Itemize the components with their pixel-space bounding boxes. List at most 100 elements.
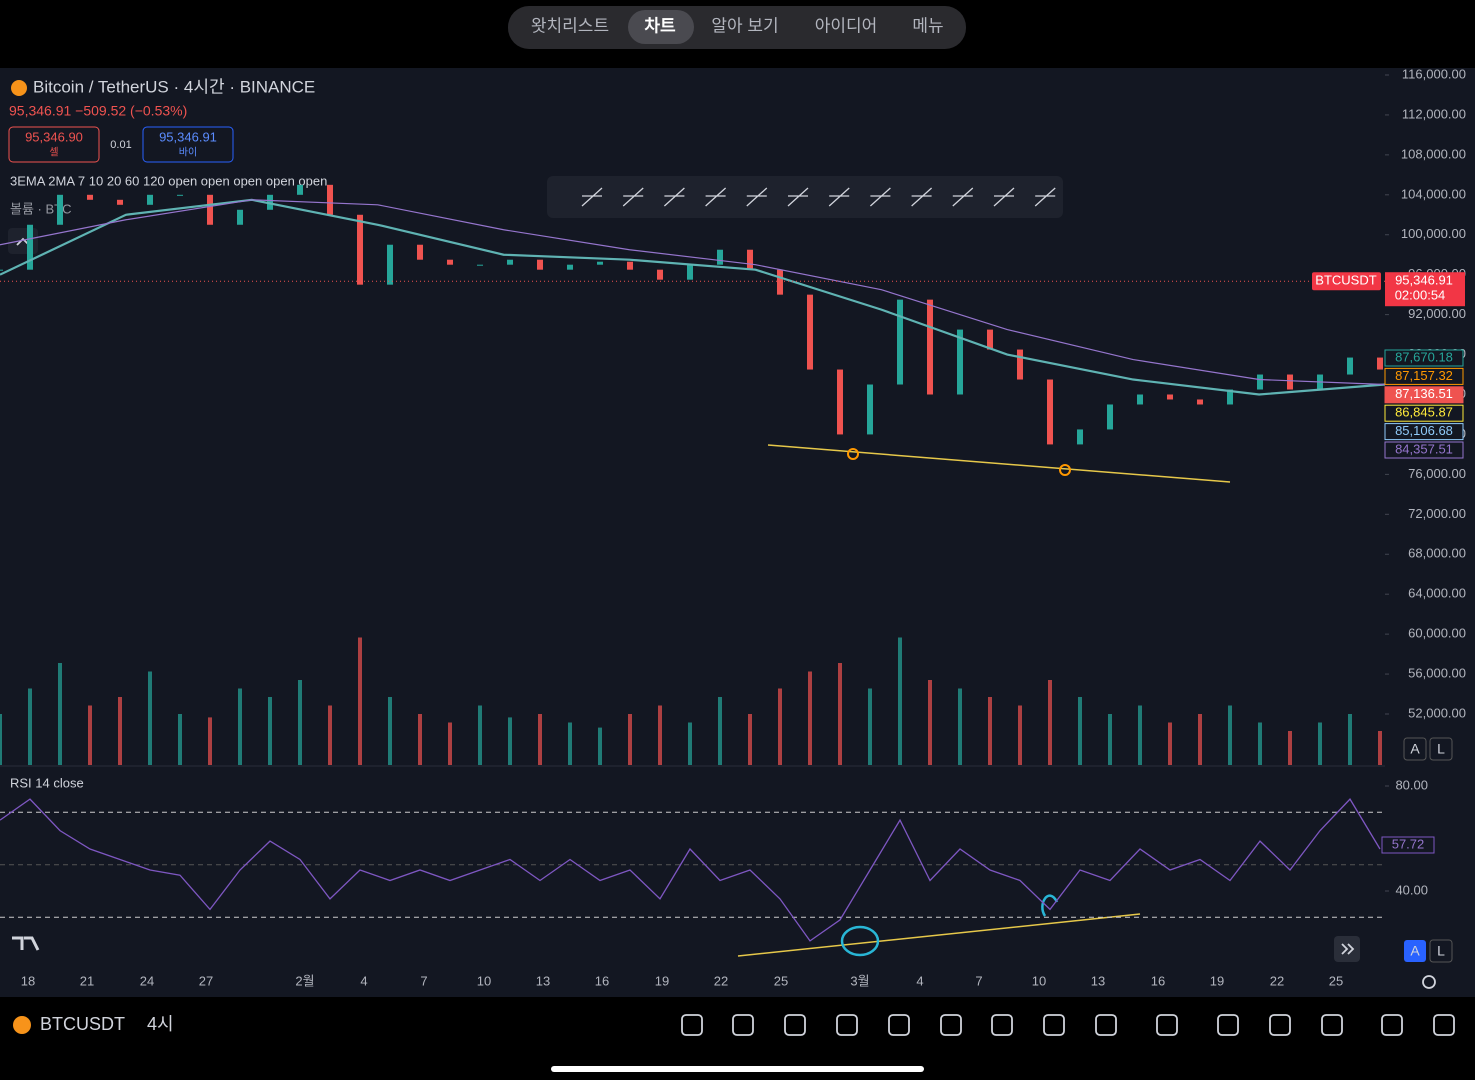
tab[interactable]: 왓치리스트 [531, 16, 609, 35]
volume-bar [28, 688, 32, 765]
candle [807, 294, 813, 370]
sell-button[interactable] [8, 126, 100, 163]
candle [957, 329, 963, 395]
price-tag-text: 95,346.91 [1395, 273, 1453, 288]
highlight [840, 925, 880, 957]
volume-bar [418, 714, 422, 765]
x-tick-label: 21 [80, 973, 94, 988]
coin-icon [13, 1016, 31, 1034]
x-tick-label: 18 [21, 973, 35, 988]
bottom-symbol[interactable]: BTCUSDT [40, 1014, 125, 1034]
toolbar-icon[interactable] [1321, 1014, 1343, 1036]
toolbar-icon[interactable] [1043, 1014, 1065, 1036]
x-tick-label: 13 [1091, 973, 1105, 988]
candle [687, 264, 693, 280]
bottom-interval[interactable]: 4시 [147, 1014, 174, 1034]
toolbar-icon[interactable] [1433, 1014, 1455, 1036]
auto-text: A [1410, 943, 1420, 959]
x-tick-label: 22 [1270, 973, 1284, 988]
volume-bar [1138, 705, 1142, 765]
candle [1227, 389, 1233, 405]
tool-icon[interactable] [828, 187, 850, 207]
log-button[interactable] [1429, 939, 1453, 963]
toolbar-icon[interactable] [940, 1014, 962, 1036]
symbol: Bitcoin / TetherUS · 4시간 · BINANCE [33, 77, 315, 96]
toolbar-icon[interactable] [1156, 1014, 1178, 1036]
y-tick-label: 104,000.00 [1401, 186, 1466, 201]
tool-icon[interactable] [869, 187, 891, 207]
candle [1107, 404, 1113, 430]
y-tick-label: 60,000.00 [1408, 626, 1466, 641]
candle [387, 244, 393, 285]
tab[interactable]: 메뉴 [912, 16, 943, 35]
toolbar-icon[interactable] [732, 1014, 754, 1036]
volume-bar [658, 705, 662, 765]
ma-label-box [1384, 367, 1464, 385]
tool-icon[interactable] [705, 187, 727, 207]
y-tick-label: 116,000.00 [1402, 66, 1466, 81]
ma-label: 87,136.51 [1395, 386, 1453, 401]
tool-icon[interactable] [1034, 187, 1056, 207]
scroll-icon [1341, 943, 1355, 955]
tab[interactable]: 아이디어 [815, 16, 878, 35]
tool-icon[interactable] [581, 187, 603, 207]
x-tick-label: 4 [360, 973, 367, 988]
ma-label: 85,106.68 [1395, 423, 1453, 438]
candle [897, 299, 903, 385]
ma-label: 87,670.18 [1395, 349, 1453, 364]
candle [1197, 399, 1203, 405]
toolbar-icon[interactable] [991, 1014, 1013, 1036]
candle [417, 244, 423, 260]
spread: 0.01 [110, 139, 131, 151]
volume-bar [1228, 705, 1232, 765]
collapse-button[interactable] [8, 228, 38, 254]
tool-icon[interactable] [663, 187, 685, 207]
log-text: L [1437, 741, 1445, 757]
toolbar-icon[interactable] [681, 1014, 703, 1036]
auto-text: A [1410, 741, 1420, 757]
candle [1377, 357, 1383, 370]
tool-icon[interactable] [993, 187, 1015, 207]
y-tick-label: 112,000.00 [1402, 106, 1466, 121]
toolbar-icon[interactable] [784, 1014, 806, 1036]
volume-bar [1078, 697, 1082, 765]
toolbar-icon[interactable] [836, 1014, 858, 1036]
tab[interactable]: 알아 보기 [711, 16, 778, 35]
volume-bar [1108, 714, 1112, 765]
volume-bar [238, 688, 242, 765]
rsi-current-box [1381, 836, 1435, 854]
highlight [1041, 894, 1059, 917]
countdown: 02:00:54 [1395, 288, 1446, 303]
tool-icon[interactable] [952, 187, 974, 207]
volume-bar [478, 705, 482, 765]
volume-bar [358, 637, 362, 765]
tool-icon[interactable] [622, 187, 644, 207]
rsi-current: 57.72 [1392, 836, 1425, 851]
toolbar-icon[interactable] [1217, 1014, 1239, 1036]
volume-bar [1348, 714, 1352, 765]
settings-icon[interactable] [1422, 975, 1436, 989]
tool-icon[interactable] [911, 187, 933, 207]
candle [777, 269, 783, 295]
tool-icon[interactable] [746, 187, 768, 207]
log-text: L [1437, 943, 1445, 959]
candle [357, 214, 363, 285]
ma-label-box [1384, 441, 1464, 459]
price-tag [1385, 272, 1465, 307]
log-button[interactable] [1429, 737, 1453, 761]
auto-button[interactable] [1403, 737, 1427, 761]
tool-icon[interactable] [787, 187, 809, 207]
x-tick-label: 25 [1329, 973, 1343, 988]
toolbar-icon[interactable] [1269, 1014, 1291, 1036]
rsi-tick-label: 40.00 [1395, 882, 1428, 897]
buy-button[interactable] [142, 126, 234, 163]
ma-label-box [1384, 386, 1464, 404]
tab[interactable]: 차트 [644, 16, 676, 35]
toolbar-icon[interactable] [1381, 1014, 1403, 1036]
toolbar-icon[interactable] [888, 1014, 910, 1036]
candle [1167, 394, 1173, 400]
auto-button[interactable] [1404, 940, 1426, 962]
volume-bar [628, 714, 632, 765]
volume-bar [118, 697, 122, 765]
toolbar-icon[interactable] [1095, 1014, 1117, 1036]
